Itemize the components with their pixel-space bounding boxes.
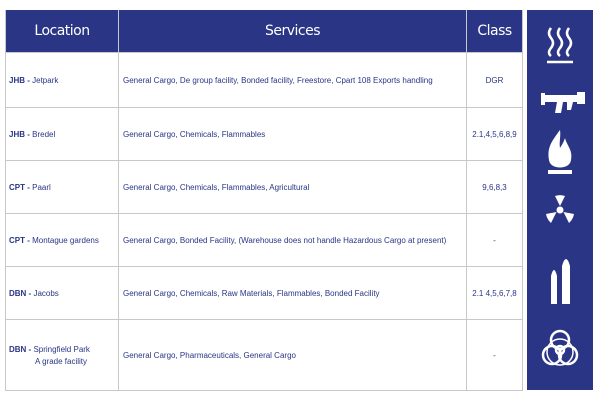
location-code: DBN - — [9, 288, 32, 298]
location-code: CPT - — [9, 182, 30, 192]
class-cell: - — [466, 319, 523, 391]
services-cell: General Cargo, Bonded Facility, (Warehou… — [118, 213, 467, 267]
table-row: DBN - Springfield Park A grade facility G… — [5, 319, 523, 391]
table-row: CPT - Paarl General Cargo, Chemicals, Fla… — [5, 160, 523, 214]
location-name: Montague gardens — [32, 235, 99, 245]
column-header: Location — [5, 10, 119, 53]
location-cell: JHB - Jetpark — [5, 52, 119, 108]
class-cell: 9,6,8,3 — [466, 160, 523, 214]
radiation-icon — [546, 195, 574, 223]
column-header: Class — [466, 10, 523, 53]
heat-icon — [547, 27, 573, 64]
fire-icon — [548, 130, 572, 174]
gun-icon — [541, 92, 585, 113]
bullets-icon — [551, 259, 570, 304]
class-cell: 2.1 4,5,6,7,8 — [466, 266, 523, 320]
column-header: Services — [118, 10, 467, 53]
services-cell: General Cargo, De group facility, Bonded… — [118, 52, 467, 108]
services-table: Location Services Class JHB - Jetpark Gener… — [5, 10, 523, 391]
location-cell: CPT - Paarl — [5, 160, 119, 214]
location-code: DBN - — [9, 344, 32, 354]
location-name: Jetpark — [32, 75, 59, 85]
class-cell: DGR — [466, 52, 523, 108]
location-cell: DBN - Jacobs — [5, 266, 119, 320]
table-row: JHB - Bredel General Cargo, Chemicals, Fl… — [5, 107, 523, 161]
header-row: Location Services Class — [5, 10, 523, 53]
table-row: DBN - Jacobs General Cargo, Chemicals, Ra… — [5, 266, 523, 320]
services-cell: General Cargo, Pharmaceuticals, General … — [118, 319, 467, 391]
class-cell: - — [466, 213, 523, 267]
table-row: JHB - Jetpark General Cargo, De group fac… — [5, 52, 523, 108]
location-name: Jacobs — [33, 288, 59, 298]
services-cell: General Cargo, Chemicals, Flammables, Ag… — [118, 160, 467, 214]
location-name: Bredel — [32, 129, 56, 139]
location-cell: CPT - Montague gardens — [5, 213, 119, 267]
location-code: CPT - — [9, 235, 30, 245]
hazard-icons — [527, 10, 593, 390]
table-row: CPT - Montague gardens General Cargo, Bon… — [5, 213, 523, 267]
location-name: A grade facility — [35, 356, 88, 366]
class-cell: 2.1,4,5,6,8,9 — [466, 107, 523, 161]
location-cell: DBN - Springfield Park A grade facility — [5, 319, 119, 391]
biohazard-icon — [541, 329, 579, 366]
services-cell: General Cargo, Chemicals, Flammables — [118, 107, 467, 161]
services-cell: General Cargo, Chemicals, Raw Materials,… — [118, 266, 467, 320]
location-code: JHB - — [9, 129, 30, 139]
location-name: Springfield Park — [33, 344, 90, 354]
location-code: JHB - — [9, 75, 30, 85]
location-name: Paarl — [32, 182, 51, 192]
location-cell: JHB - Bredel — [5, 107, 119, 161]
